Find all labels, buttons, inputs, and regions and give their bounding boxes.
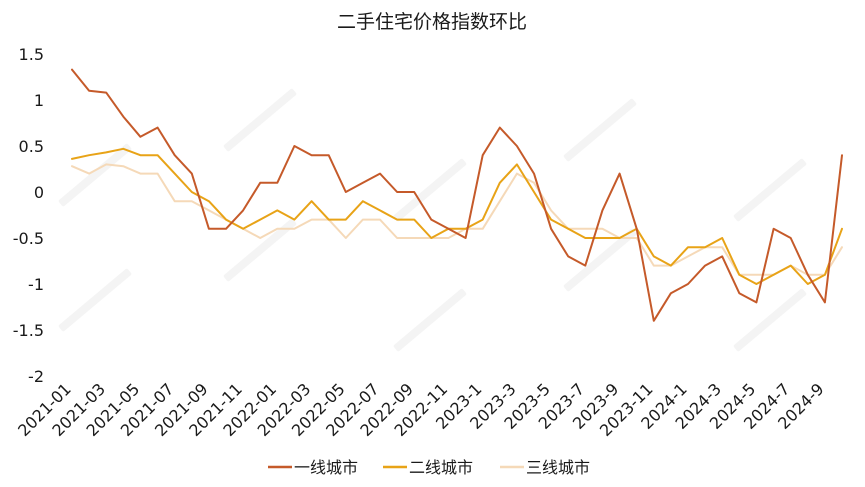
legend-label: 三线城市 bbox=[526, 458, 590, 477]
y-tick-label: -2 bbox=[28, 367, 44, 386]
y-tick-label: 1 bbox=[34, 91, 44, 110]
y-tick-label: -1.5 bbox=[13, 321, 44, 340]
x-axis: 2021-012021-032021-052021-072021-092021-… bbox=[14, 379, 828, 440]
watermark-mark bbox=[393, 158, 467, 222]
y-axis: 1.5 1 0.5 0 -0.5 -1 -1.5 -2 bbox=[13, 45, 44, 386]
series-line-1 bbox=[71, 68, 843, 322]
watermark-mark bbox=[58, 143, 132, 207]
watermark-mark bbox=[563, 98, 637, 162]
legend-label: 一线城市 bbox=[294, 458, 358, 477]
y-tick-label: 0 bbox=[34, 183, 44, 202]
y-tick-label: -0.5 bbox=[13, 229, 44, 248]
watermark-mark bbox=[223, 218, 297, 282]
watermark-mark bbox=[223, 88, 297, 152]
legend-label: 二线城市 bbox=[409, 458, 473, 477]
y-tick-label: -1 bbox=[28, 275, 44, 294]
y-tick-label: 1.5 bbox=[19, 45, 44, 64]
chart-title: 二手住宅价格指数环比 bbox=[337, 11, 527, 33]
series-line-3 bbox=[71, 163, 843, 276]
watermark-mark bbox=[733, 158, 807, 222]
series-line-2 bbox=[71, 147, 843, 285]
series-lines bbox=[71, 68, 843, 322]
watermark-mark bbox=[733, 288, 807, 352]
legend: 一线城市 二线城市 三线城市 bbox=[268, 458, 590, 477]
watermark-mark bbox=[393, 288, 467, 352]
y-tick-label: 0.5 bbox=[19, 137, 44, 156]
watermark-layer bbox=[58, 88, 807, 352]
watermark-mark bbox=[563, 228, 637, 292]
watermark-mark bbox=[58, 268, 132, 332]
